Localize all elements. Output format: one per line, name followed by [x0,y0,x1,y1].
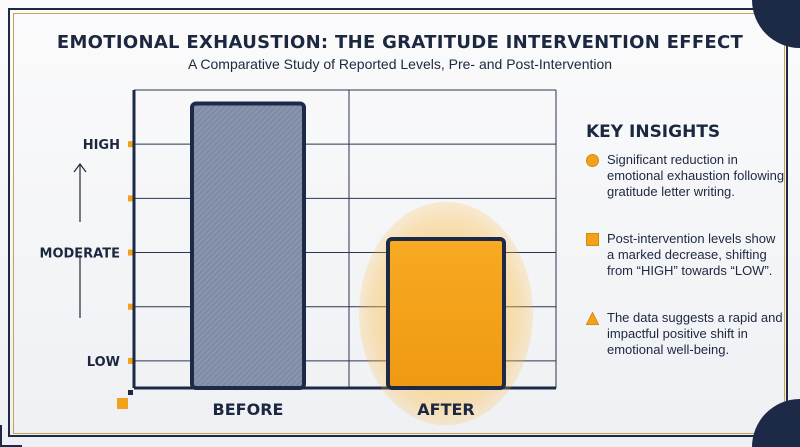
x-category-label: AFTER [417,400,474,419]
y-tick-label: MODERATE [40,247,120,262]
corner-decoration-bottom-right [752,399,800,447]
y-tick-marker [128,195,134,202]
origin-decoration [117,398,128,409]
y-tick-marker [128,249,134,256]
corner-decoration-bottom-left [0,425,22,447]
circle-icon [586,154,599,167]
x-category-label: BEFORE [213,400,284,419]
chart-subtitle: A Comparative Study of Reported Levels, … [187,56,613,72]
y-tick-label: HIGH [83,138,120,153]
y-tick-label: LOW [87,355,120,370]
outer-border [8,8,788,437]
inner-border [13,13,785,434]
origin-decoration-small [128,390,133,395]
triangle-icon [585,311,600,325]
insight-text: The data suggests a rapid and impactful … [607,310,783,357]
y-tick-marker [128,141,134,148]
insight-text: Significant reduction in emotional exhau… [607,152,785,199]
key-insights-heading: KEY INSIGHTS [586,122,721,142]
y-tick-marker [128,357,134,364]
square-icon [586,233,599,246]
bar-before [190,101,306,391]
insight-text: Post-intervention levels show a marked d… [607,231,776,278]
chart-title: EMOTIONAL EXHAUSTION: THE GRATITUDE INTE… [56,32,744,53]
y-tick-marker [128,303,134,310]
up-arrow-icon [73,163,87,318]
bar-after [386,237,506,390]
corner-decoration-top-right [752,0,800,48]
